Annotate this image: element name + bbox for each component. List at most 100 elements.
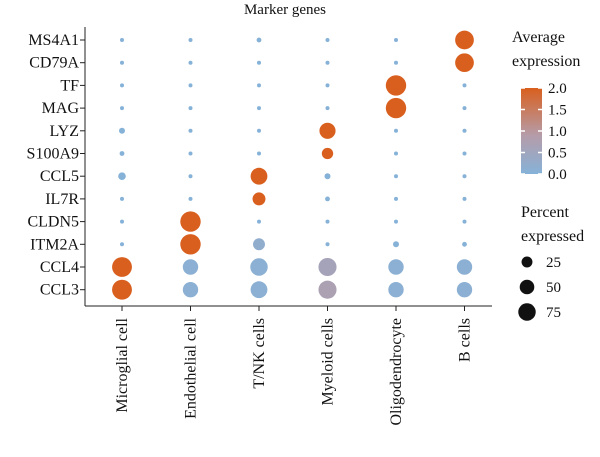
dot-il7r-myeloid-cells (325, 196, 330, 202)
dot-s100a9-myeloid-cells (321, 147, 334, 160)
dot-s100a9-microglial-cell (119, 151, 125, 156)
dot-itm2a-t-nk-cells (253, 238, 265, 251)
dot-lyz-endothelial-cell (188, 128, 193, 133)
dot-il7r-oligodendrocyte (394, 196, 398, 201)
color-tick-label-0-5: 0.5 (548, 146, 567, 162)
y-tick-label-itm2a: ITM2A (30, 236, 79, 253)
y-tick-label-ms4a1: MS4A1 (28, 32, 79, 49)
x-tick-label-endothelial-cell: Endothelial cell (183, 317, 200, 418)
dot-il7r-b-cells (462, 196, 467, 201)
dot-il7r-microglial-cell (120, 196, 124, 201)
dot-marks (112, 30, 474, 300)
dot-cldn5-microglial-cell (120, 219, 124, 224)
color-legend: Average expression 2.0 1.5 1.0 0.5 0.0 (512, 29, 580, 183)
dot-ms4a1-oligodendrocyte (394, 38, 398, 42)
dot-cd79a-endothelial-cell (188, 60, 193, 65)
dot-cd79a-myeloid-cells (325, 60, 330, 65)
dot-ccl5-myeloid-cells (324, 173, 331, 180)
color-tick-label-2-0: 2.0 (548, 81, 567, 97)
dot-il7r-endothelial-cell (188, 196, 193, 201)
dot-cd79a-t-nk-cells (257, 60, 261, 65)
dot-ccl4-myeloid-cells (318, 257, 337, 277)
size-legend-title-line-1: Percent (521, 204, 570, 221)
dot-s100a9-endothelial-cell (188, 151, 193, 156)
y-tick-label-cd79a: CD79A (29, 55, 79, 72)
chart-title: Marker genes (244, 2, 326, 18)
dot-itm2a-b-cells (462, 241, 467, 247)
y-tick-label-cldn5: CLDN5 (27, 214, 79, 231)
dot-mag-t-nk-cells (257, 106, 261, 111)
y-tick-label-ccl4: CCL4 (40, 259, 79, 276)
dot-mag-myeloid-cells (325, 106, 330, 111)
dot-tf-b-cells (462, 83, 467, 88)
dot-ccl3-b-cells (456, 282, 473, 298)
dot-itm2a-oligodendrocyte (393, 241, 399, 248)
dot-ccl4-b-cells (456, 259, 473, 275)
dot-tf-endothelial-cell (188, 83, 193, 88)
size-legend-label-75: 75 (546, 305, 561, 321)
dot-ccl5-microglial-cell (118, 172, 126, 181)
dot-lyz-oligodendrocyte (394, 128, 398, 133)
dot-lyz-myeloid-cells (319, 122, 336, 139)
dot-cldn5-endothelial-cell (180, 211, 201, 232)
size-legend-label-25: 25 (546, 255, 561, 271)
x-tick-label-t-nk-cells: T/NK cells (251, 318, 268, 389)
dot-tf-myeloid-cells (325, 83, 330, 88)
dot-ccl5-oligodendrocyte (394, 174, 398, 179)
color-legend-title-line-1: Average (512, 29, 565, 46)
dot-ms4a1-b-cells (455, 30, 474, 50)
dot-s100a9-oligodendrocyte (394, 151, 398, 156)
size-legend-dot-75 (518, 303, 536, 321)
dot-cd79a-oligodendrocyte (394, 60, 398, 65)
dot-ccl4-endothelial-cell (182, 259, 199, 275)
dot-ms4a1-t-nk-cells (256, 37, 262, 43)
dot-cldn5-myeloid-cells (325, 219, 330, 224)
size-legend: Percent expressed 25 50 75 (518, 204, 584, 321)
dot-cldn5-oligodendrocyte (394, 219, 398, 224)
dot-lyz-t-nk-cells (257, 128, 261, 133)
dot-mag-microglial-cell (120, 106, 124, 111)
y-tick-label-il7r: IL7R (45, 191, 79, 208)
y-tick-label-s100a9: S100A9 (27, 146, 79, 163)
plot-axes (84, 27, 492, 307)
dot-cldn5-b-cells (462, 219, 467, 224)
dot-cd79a-b-cells (455, 53, 474, 73)
dot-itm2a-myeloid-cells (325, 242, 330, 247)
y-tick-label-mag: MAG (42, 100, 80, 117)
dot-ccl3-oligodendrocyte (388, 282, 404, 298)
color-legend-ticks: 2.0 1.5 1.0 0.5 0.0 (521, 81, 567, 183)
dot-ccl4-microglial-cell (112, 257, 132, 277)
dot-itm2a-endothelial-cell (180, 234, 201, 255)
dot-s100a9-b-cells (462, 151, 467, 156)
y-axis-ticks: MS4A1 CD79A TF MAG LYZ S100A9 CCL5 IL7R CLDN5 ITM… (27, 32, 85, 299)
dot-ccl4-oligodendrocyte (388, 259, 404, 275)
x-tick-label-oligodendrocyte: Oligodendrocyte (388, 318, 405, 426)
size-legend-items: 25 50 75 (518, 255, 561, 321)
x-axis-ticks: Microglial cell Endothelial cell T/NK cell… (114, 306, 474, 426)
dot-tf-microglial-cell (120, 83, 124, 88)
dot-mag-oligodendrocyte (385, 97, 407, 119)
dot-ccl3-myeloid-cells (318, 280, 337, 299)
dot-il7r-t-nk-cells (252, 192, 266, 206)
x-tick-label-microglial-cell: Microglial cell (114, 317, 131, 412)
dot-lyz-b-cells (462, 128, 467, 133)
x-tick-label-b-cells: B cells (457, 318, 474, 362)
color-tick-label-1-5: 1.5 (548, 103, 567, 119)
size-legend-dot-25 (521, 256, 533, 268)
dot-ccl5-endothelial-cell (188, 174, 193, 179)
dot-mag-b-cells (462, 106, 467, 111)
color-legend-title-line-2: expression (512, 53, 580, 70)
dot-ccl5-t-nk-cells (250, 167, 268, 185)
y-tick-label-lyz: LYZ (50, 123, 80, 140)
dot-s100a9-t-nk-cells (257, 151, 261, 156)
color-tick-label-1-0: 1.0 (548, 124, 567, 140)
dot-ccl3-endothelial-cell (182, 282, 199, 298)
dot-ms4a1-myeloid-cells (325, 38, 330, 42)
dot-ccl4-t-nk-cells (250, 258, 268, 276)
y-tick-label-tf: TF (60, 77, 79, 94)
y-tick-label-ccl5: CCL5 (40, 168, 79, 185)
size-legend-dot-50 (519, 279, 535, 295)
dot-ccl3-microglial-cell (112, 279, 132, 300)
x-tick-label-myeloid-cells: Myeloid cells (320, 318, 337, 406)
